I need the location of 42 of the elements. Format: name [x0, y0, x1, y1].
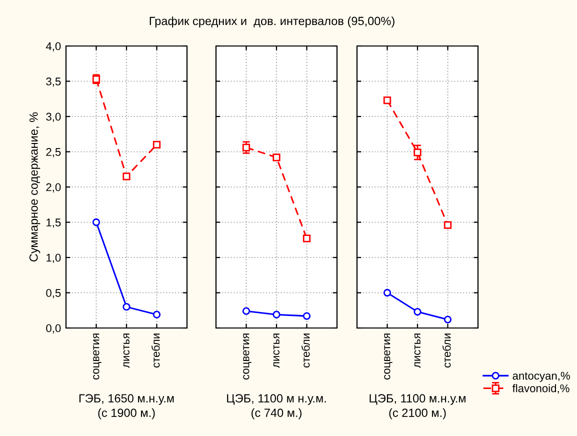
point [444, 316, 452, 324]
point [444, 221, 452, 229]
point [272, 154, 280, 162]
point [383, 96, 392, 104]
y-tick-label: 1,0 [46, 254, 61, 263]
point [383, 288, 392, 297]
y-tick-label: 0,0 [46, 324, 61, 334]
point [152, 140, 161, 149]
point [122, 172, 130, 180]
point [92, 218, 100, 226]
x-tick-label: стебли [301, 334, 310, 368]
point [242, 307, 250, 315]
y-tick-label: 2,0 [46, 183, 61, 192]
x-axis-title: ГЭБ, 1650 м.н.у.м (с 1900 м.) [79, 394, 174, 420]
x-tick-label: листья [414, 334, 420, 368]
point [302, 312, 311, 320]
y-tick-label: 2,5 [46, 148, 61, 158]
x-axis-title: ЦЭБ, 1100 м.н.у.м (с 2100 м.) [370, 394, 466, 420]
point [242, 144, 250, 152]
point [414, 308, 422, 316]
x-tick-label: листья [273, 334, 280, 368]
y-tick-label: 1,5 [46, 218, 61, 228]
point [302, 234, 311, 242]
point [122, 303, 130, 311]
point [272, 310, 280, 318]
legend-label: flavonoid,% [512, 384, 570, 394]
x-tick-label: соцветия [93, 334, 102, 380]
x-axis-title: ЦЭБ, 1100 м н.у.м. (с 740 м.) [227, 394, 326, 420]
x-tick-label: соцветия [243, 334, 252, 380]
y-tick-label: 4,0 [46, 42, 61, 52]
x-tick-label: стебли [442, 334, 451, 368]
text: График средних и дов. интервалов (95,00%) [150, 16, 394, 28]
point [152, 310, 161, 318]
y-tick-label: 0,5 [46, 289, 61, 298]
legend-label: antocyan,% [512, 372, 570, 382]
point [414, 148, 422, 156]
y-tick-label: 3,0 [46, 112, 61, 122]
x-tick-label: стебли [151, 334, 160, 368]
x-tick-label: листья [123, 334, 130, 368]
x-tick-label: соцветия [384, 334, 392, 380]
y-tick-label: 3,5 [46, 78, 61, 87]
y-axis-title: Суммарное содержание, % [29, 112, 40, 262]
